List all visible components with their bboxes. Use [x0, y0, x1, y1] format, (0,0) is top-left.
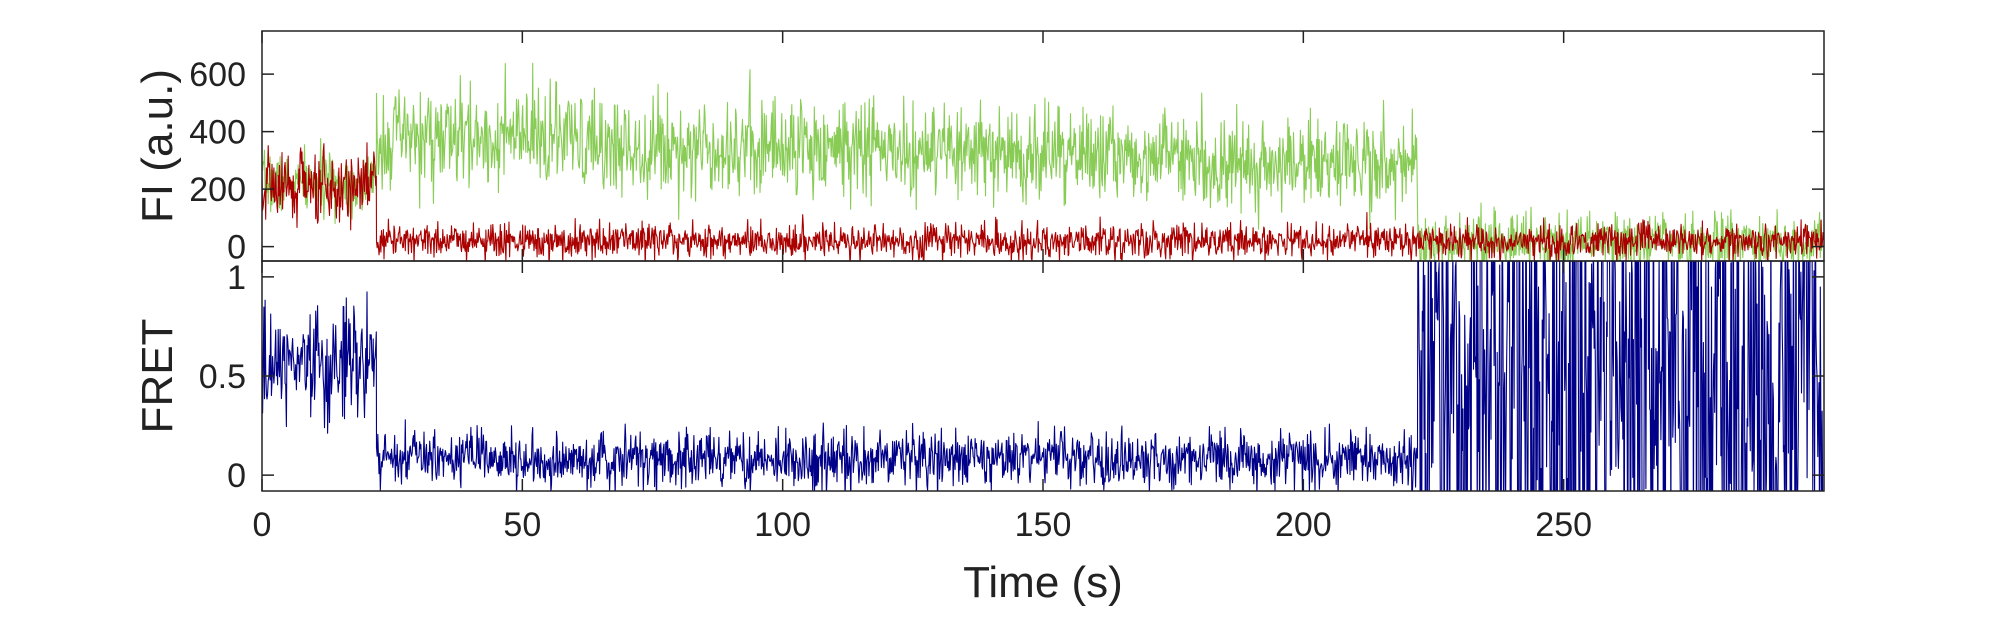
fluorescence-series-1-line: [262, 142, 1824, 261]
fret-y-tick-label: 1: [227, 259, 246, 297]
x-axis-label: Time (s): [963, 558, 1123, 607]
fret-x-ticks: 0 50 100 150 200 250: [253, 261, 1592, 544]
fluorescence-y-tick-label: 200: [189, 171, 246, 209]
fret-series-0-line: [262, 261, 1824, 491]
fret-y-tick-label: 0: [227, 457, 246, 495]
x-tick-label: 200: [1275, 506, 1332, 544]
fluorescence-x-ticks: [261, 31, 1565, 261]
fluorescence-y-tick-label: 600: [189, 56, 246, 94]
fluorescence-y-tick-label: 0: [227, 229, 246, 267]
fluorescence-panel: 0 200 400 600 FI (a.u.): [133, 30, 1825, 267]
x-tick-label: 0: [253, 506, 272, 544]
fret-y-ticks: 00.51: [199, 259, 1824, 495]
fret-panel: 00.51 0 50 100 150 200 250 FRET Time (s): [133, 259, 1825, 607]
fret-traces: [262, 261, 1824, 491]
x-tick-label: 150: [1015, 506, 1072, 544]
fluorescence-y-tick-label: 400: [189, 114, 246, 152]
x-tick-label: 250: [1535, 506, 1592, 544]
x-tick-label: 50: [503, 506, 541, 544]
fret-y-tick-label: 0.5: [199, 358, 246, 396]
x-tick-label: 100: [754, 506, 811, 544]
fluorescence-y-ticks: 0 200 400 600: [189, 56, 1824, 267]
fret-y-axis-label: FRET: [133, 319, 182, 434]
fluorescence-y-axis-label: FI (a.u.): [133, 69, 182, 223]
